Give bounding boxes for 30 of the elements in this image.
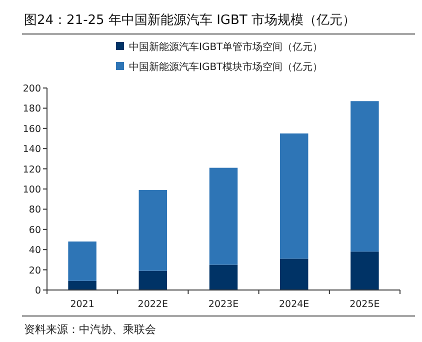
bar <box>209 264 238 290</box>
y-tick-label: 20 <box>28 265 41 276</box>
bar <box>138 270 168 290</box>
y-tick-label: 200 <box>22 84 41 94</box>
y-tick-label: 0 <box>34 286 41 296</box>
y-tick-label: 120 <box>22 164 41 176</box>
x-tick-label: 2023E <box>208 299 239 310</box>
y-tick-label: 180 <box>22 104 41 115</box>
x-tick-label: 2021 <box>70 299 94 310</box>
x-tick-label: 2022E <box>138 299 168 310</box>
y-tick-label: 160 <box>22 124 41 135</box>
legend-item: 中国新能源汽车IGBT单管市场空间（亿元） <box>116 42 323 53</box>
y-tick-label: 140 <box>22 144 41 156</box>
bar <box>138 190 168 271</box>
bar <box>68 280 96 290</box>
bar <box>350 101 379 252</box>
bar <box>280 133 308 259</box>
y-tick-label: 60 <box>28 224 41 236</box>
y-tick-label: 100 <box>22 184 41 196</box>
x-tick-label: 2025E <box>350 299 380 310</box>
y-tick-label: 40 <box>28 245 41 256</box>
bar <box>280 258 308 290</box>
bar <box>68 242 96 281</box>
legend-item: 中国新能源汽车IGBT模块市场空间（亿元） <box>116 62 323 73</box>
bar <box>350 252 379 290</box>
chart-title: 图24：21-25 年中国新能源汽车 IGBT 市场规模（亿元） <box>24 13 356 28</box>
text: 资料来源：中汽协、乘联会 <box>24 323 156 336</box>
y-tick-label: 80 <box>28 204 41 216</box>
x-tick-label: 2024E <box>279 299 310 310</box>
bar <box>209 168 238 265</box>
